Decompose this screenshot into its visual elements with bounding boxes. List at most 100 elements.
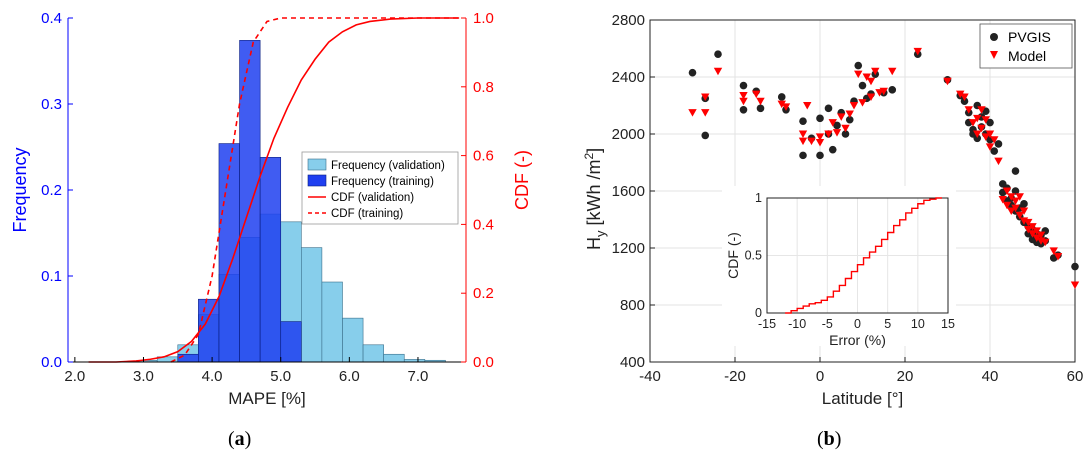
inset-x-tick-label: -15 (758, 317, 776, 331)
pvgis-point (739, 81, 748, 90)
model-point (1015, 211, 1024, 220)
y-tick-label-b: 400 (620, 354, 645, 371)
legend-swatch-training (307, 174, 327, 187)
model-point (688, 109, 697, 117)
pvgis-point (777, 93, 786, 101)
y-axis-label-main: H (584, 237, 604, 250)
inset-y-tick-label: 0 (755, 306, 762, 320)
x-tick-label-a: 5.0 (270, 368, 291, 385)
legend-label-a: Frequency (validation) (331, 160, 445, 172)
model-point (837, 113, 846, 121)
inset-y-tick-label: 1 (755, 191, 762, 205)
model-point (1041, 238, 1050, 247)
model-point (777, 100, 786, 109)
model-point (832, 129, 842, 137)
pvgis-point (816, 151, 824, 160)
y-tick-label-b: 800 (620, 297, 645, 314)
y-axis-label-unit: [kWh /m (584, 160, 604, 231)
inset-frame (766, 197, 949, 314)
model-point (739, 92, 748, 100)
model-point (964, 106, 973, 114)
inset-x-tick-label: 0 (854, 317, 861, 331)
model-point (815, 133, 825, 141)
y-tick-label-right-a: 0.0 (473, 354, 494, 371)
validation-bar (301, 247, 323, 363)
training-bar (280, 321, 302, 363)
inset-x-tick-label: 15 (941, 317, 955, 331)
cdf-training-line (170, 17, 460, 363)
model-point (981, 116, 990, 124)
pvgis-point (799, 151, 807, 160)
model-point (798, 137, 808, 146)
model-point (1036, 231, 1046, 240)
training-bar (218, 143, 240, 363)
pvgis-point (1071, 262, 1079, 271)
model-point (985, 130, 995, 138)
training-bar (198, 298, 220, 363)
pvgis-point (1011, 167, 1020, 175)
y-tick-label-b: 2800 (612, 12, 645, 29)
model-point (913, 47, 922, 56)
model-point (828, 119, 837, 127)
x-tick-label-a: 7.0 (408, 368, 429, 385)
validation-bar (342, 317, 364, 363)
pvgis-point (688, 68, 697, 77)
model-point (1028, 223, 1037, 231)
model-point (858, 99, 867, 107)
training-bar (259, 157, 282, 363)
model-point (1028, 230, 1037, 238)
model-point (1007, 207, 1016, 215)
model-point (1070, 281, 1080, 290)
inset-cdf-line (785, 197, 942, 314)
panel-a-histogram-cdf: 2.0 3.0 4.0 5.0 6.0 7.0 0.0 0.1 0.2 0.3 0.4 0.0 0.2 0… (10, 10, 532, 408)
inset-x-axis-label: Error (%) (829, 332, 886, 348)
inset-x-tick-label: -5 (822, 317, 833, 331)
model-point (879, 87, 888, 96)
caption-a-letter: a (234, 428, 245, 450)
y-tick-label-right-a: 0.6 (473, 148, 494, 165)
x-tick-label-b: 20 (897, 368, 914, 385)
x-axis-label-a: MAPE [%] (228, 389, 305, 408)
y-tick-label-b: 1600 (612, 183, 645, 200)
model-point (998, 196, 1007, 204)
model-point (752, 90, 761, 99)
pvgis-point (841, 130, 850, 138)
model-point (824, 130, 833, 138)
legend-marker-pvgis (990, 33, 998, 41)
model-point (977, 106, 986, 114)
model-point (1032, 227, 1041, 235)
x-tick-label-b: 40 (982, 368, 999, 385)
y-tick-label-right-a: 0.4 (473, 216, 494, 233)
model-point (1024, 218, 1033, 227)
pvgis-point (756, 104, 765, 113)
x-tick-label-a: 6.0 (339, 368, 360, 385)
y-tick-label-left-a: 0.2 (41, 182, 62, 199)
y-axis-label-bracket: ] (584, 148, 604, 153)
inset-x-tick-label: -10 (788, 317, 806, 331)
model-point (977, 124, 986, 133)
legend-label-a: CDF (training) (331, 208, 403, 220)
pvgis-point (888, 86, 897, 94)
model-point (866, 93, 876, 101)
model-point (994, 157, 1003, 166)
y-axis-label-left-a: Frequency (10, 147, 30, 232)
inset-x-tick-label: 5 (884, 317, 891, 331)
x-tick-label-b: 0 (816, 368, 824, 385)
model-point (1015, 193, 1024, 201)
inset-y-axis-label: CDF (-) (725, 232, 741, 279)
pvgis-point (816, 114, 824, 123)
model-point (701, 93, 710, 101)
y-axis-label-subscript: y (593, 230, 608, 237)
model-point (990, 136, 999, 144)
y-tick-label-b: 2000 (612, 126, 645, 143)
pvgis-point (973, 134, 982, 143)
model-point (849, 102, 859, 110)
model-point (973, 130, 982, 138)
model-point (781, 103, 791, 111)
model-point (1019, 207, 1029, 215)
caption-b-letter: b (823, 428, 835, 450)
model-point (1007, 193, 1016, 201)
x-tick-label-b: -40 (639, 368, 661, 385)
inset-x-tick-label: 10 (911, 317, 925, 331)
model-point (960, 93, 969, 101)
